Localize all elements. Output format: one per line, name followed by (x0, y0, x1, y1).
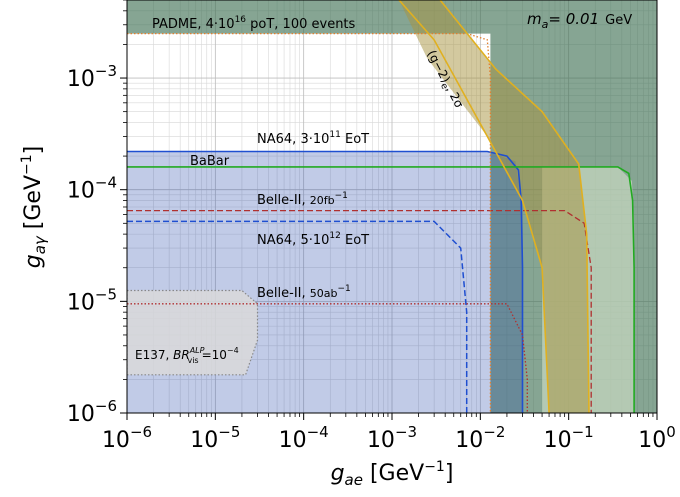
curve-na64-5-10-12-eot (127, 220, 468, 413)
belle-20fb-label: Belle-II, 20fb−1 (257, 191, 348, 208)
y-tick-label: 10−3 (67, 62, 117, 92)
curve-padme (127, 32, 492, 413)
y-axis-label: gaγ [GeV−1] (19, 146, 49, 269)
na64-3e11-label: NA64, 3·1011 EoT (257, 130, 369, 147)
curve--g-2-e-left (398, 0, 550, 413)
e137-region (127, 290, 258, 375)
na64-5e12-label: NA64, 5·1012 EoT (257, 231, 369, 248)
x-tick-label: 10−6 (102, 423, 152, 453)
curve-e137 (127, 289, 259, 376)
y-tick-label: 10−6 (67, 397, 117, 427)
curve-babar (127, 166, 635, 413)
curve-belle-ii-50ab-1 (127, 303, 528, 413)
x-tick-labels: 10−6 10−5 10−4 10−3 10−2 10−1 100 (102, 423, 676, 453)
belle-50ab-label: Belle-II, 50ab−1 (257, 284, 351, 301)
babar-label: BaBar (190, 154, 230, 169)
curve-belle-ii-20fb-1 (127, 209, 592, 413)
mass-label: ma= 0.01 GeV (527, 10, 632, 31)
x-tick-label: 10−1 (544, 423, 594, 453)
plot-area (127, 0, 657, 413)
padme-label: PADME, 4·1016 poT, 100 events (152, 15, 356, 32)
x-tick-label: 10−4 (279, 423, 329, 453)
curve--g-2-e-right (439, 0, 590, 413)
curve-na64-3-10-11-eot (127, 150, 524, 413)
y-tick-label: 10−5 (67, 285, 117, 315)
e137-label: E137, BRALP vis =10−4 (135, 346, 239, 365)
exclusion-curves (127, 0, 635, 413)
y-tick-label: 10−4 (67, 174, 117, 204)
x-tick-label: 100 (638, 423, 676, 453)
region--g-2-e-2- (399, 0, 589, 413)
x-axis-label: gae [GeV−1] (331, 459, 454, 489)
x-tick-label: 10−5 (190, 423, 240, 453)
axis-ticks (120, 0, 658, 420)
y-tick-labels: 10−6 10−5 10−4 10−3 (67, 62, 117, 427)
x-tick-label: 10−2 (455, 423, 505, 453)
x-tick-label: 10−3 (367, 423, 417, 453)
